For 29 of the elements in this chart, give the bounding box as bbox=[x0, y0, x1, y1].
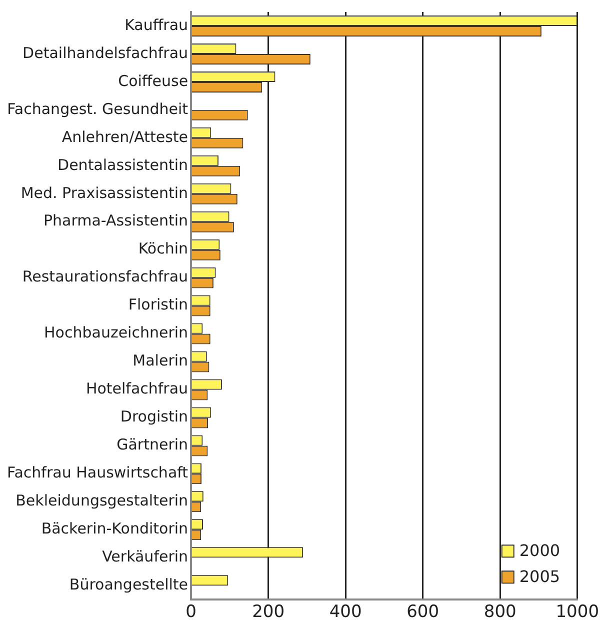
x-tick-label: 1000 bbox=[556, 602, 599, 622]
x-tick-label: 0 bbox=[186, 602, 196, 622]
y-tick-label: Pharma-Assistentin bbox=[43, 212, 188, 230]
y-tick-label: Bekleidungsgestalterin bbox=[16, 492, 188, 510]
y-tick-label: Hochbauzeichnerin bbox=[44, 324, 188, 342]
y-tick-label: Köchin bbox=[138, 240, 188, 258]
y-tick-label: Gärtnerin bbox=[116, 436, 188, 454]
y-tick-label: Fachfrau Hauswirtschaft bbox=[6, 464, 188, 482]
y-tick-label: Dentalassistentin bbox=[58, 156, 188, 174]
y-tick-label: Coiffeuse bbox=[118, 72, 188, 90]
y-tick-label: Med. Praxisassistentin bbox=[20, 184, 188, 202]
y-tick-label: Büroangestellte bbox=[69, 576, 188, 594]
y-tick-label: Hotelfachfrau bbox=[86, 380, 188, 398]
y-tick-label: Malerin bbox=[132, 352, 188, 370]
y-tick-label: Restaurationsfachfrau bbox=[22, 268, 188, 286]
x-tick-label: 200 bbox=[252, 602, 285, 622]
legend-label: 2000 bbox=[519, 540, 560, 560]
y-tick-label: Kauffrau bbox=[124, 16, 188, 34]
y-tick-label: Anlehren/Atteste bbox=[62, 128, 188, 146]
y-tick-label: Verkäuferin bbox=[102, 548, 188, 566]
y-tick-label: Floristin bbox=[128, 296, 188, 314]
x-tick-label: 600 bbox=[406, 602, 440, 622]
x-tick-label: 800 bbox=[484, 602, 516, 622]
y-tick-label: Detailhandelsfachfrau bbox=[22, 44, 188, 62]
y-tick-label: Drogistin bbox=[120, 408, 188, 426]
y-tick-label: Bäckerin-Konditorin bbox=[41, 520, 188, 538]
y-tick-label: Fachangest. Gesundheit bbox=[7, 100, 188, 118]
x-tick-label: 400 bbox=[329, 602, 362, 622]
legend-label: 2005 bbox=[519, 566, 560, 586]
